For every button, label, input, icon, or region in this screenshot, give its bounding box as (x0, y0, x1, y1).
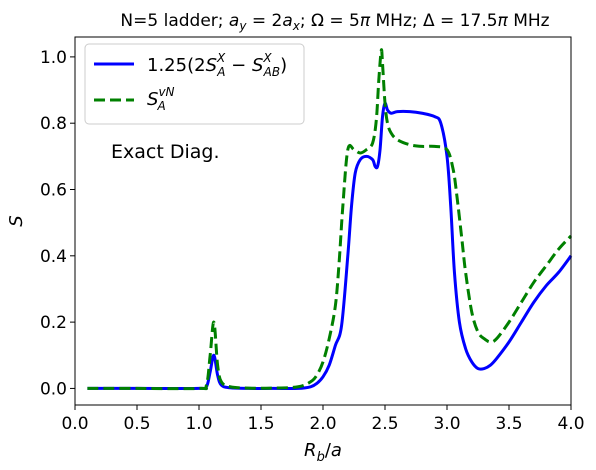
x-tick-label: 0.0 (61, 414, 88, 434)
legend-box (84, 43, 305, 125)
y-tick-label: 0.0 (40, 379, 67, 399)
legend: 1.25(2SX A − SX AB) SvN A (84, 43, 305, 125)
x-tick-label: 3.0 (433, 414, 460, 434)
legend-label-green: SvN A (147, 85, 175, 113)
y-tick-label: 0.4 (40, 247, 67, 267)
x-axis-label: Rb/a (304, 440, 342, 465)
x-tick-label: 3.5 (495, 414, 522, 434)
y-tick-label: 0.6 (40, 181, 67, 201)
annotation-exact-diag: Exact Diag. (111, 141, 219, 163)
chart-title: N=5 ladder; ay = 2ax; Ω = 5π MHz; Δ = 17… (120, 11, 549, 33)
tick-layer: 0.0 0.5 1.0 1.5 2.0 2.5 3.0 3.5 4.0 0.0 0.2 0.4 0.6 0… (40, 48, 585, 434)
x-tick-label: 1.5 (247, 414, 274, 434)
x-tick-label: 0.5 (123, 414, 150, 434)
x-tick-label: 4.0 (557, 414, 584, 434)
y-tick-label: 0.2 (40, 313, 67, 333)
y-tick-label: 0.8 (40, 114, 67, 134)
x-tick-label: 2.0 (309, 414, 336, 434)
legend-label-blue: 1.25(2SX A − SX AB) (147, 51, 287, 79)
x-tick-label: 2.5 (371, 414, 398, 434)
y-axis-label: S (6, 215, 27, 226)
plot-frame (74, 36, 572, 406)
series-line-green (87, 48, 573, 391)
y-tick-label: 1.0 (40, 48, 67, 68)
x-tick-label: 1.0 (185, 414, 212, 434)
series-layer (87, 48, 573, 391)
